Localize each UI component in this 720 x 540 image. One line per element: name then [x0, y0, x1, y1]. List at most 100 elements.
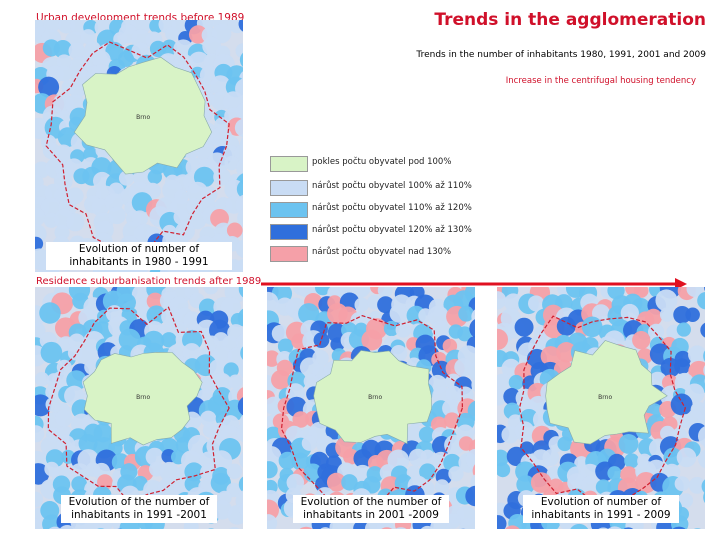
region	[395, 322, 412, 338]
region	[527, 295, 545, 312]
district-border	[518, 315, 686, 502]
region	[92, 50, 111, 69]
region	[226, 222, 243, 239]
region	[235, 333, 243, 352]
region	[542, 449, 560, 466]
region	[556, 342, 577, 363]
region	[223, 362, 239, 378]
region	[59, 525, 75, 529]
region	[467, 361, 475, 381]
region	[404, 425, 423, 444]
region	[624, 453, 640, 469]
region	[465, 448, 475, 470]
map-caption: Evolution of number of inhabitants in 19…	[46, 242, 232, 270]
region	[211, 450, 233, 472]
map-caption: Evolution of the number of inhabitants i…	[61, 495, 217, 523]
region	[702, 399, 705, 411]
region	[674, 476, 690, 492]
region	[200, 410, 217, 427]
region	[43, 20, 62, 32]
region	[362, 476, 381, 494]
region	[118, 51, 134, 67]
region	[514, 421, 535, 442]
region	[35, 425, 45, 443]
region	[292, 411, 309, 428]
region	[700, 322, 705, 338]
region	[147, 169, 163, 185]
region	[442, 338, 458, 354]
city-label: Brno	[368, 394, 382, 401]
region	[278, 451, 297, 470]
region	[234, 118, 243, 137]
region	[237, 308, 243, 327]
region	[703, 365, 705, 376]
region	[472, 464, 475, 478]
region	[381, 527, 393, 529]
region	[220, 297, 242, 318]
region	[80, 29, 96, 45]
region	[557, 436, 572, 452]
region	[118, 328, 141, 351]
region	[239, 452, 243, 468]
region	[236, 422, 243, 443]
region	[66, 213, 85, 232]
region	[623, 527, 634, 529]
region	[703, 491, 705, 504]
region	[618, 433, 639, 454]
district-border	[280, 315, 464, 509]
region	[161, 39, 178, 56]
region	[145, 447, 164, 466]
region	[497, 328, 509, 350]
region	[228, 374, 243, 389]
region	[514, 317, 534, 337]
map: Brno	[35, 287, 243, 529]
region	[35, 207, 46, 227]
region	[469, 319, 475, 338]
region	[434, 479, 450, 494]
region	[694, 528, 701, 529]
region	[78, 434, 98, 454]
region	[647, 323, 665, 340]
region	[69, 81, 87, 98]
region	[607, 526, 622, 529]
region	[581, 316, 603, 338]
region	[299, 526, 313, 529]
region	[235, 239, 243, 258]
region	[567, 473, 587, 493]
region	[267, 350, 281, 367]
region	[632, 331, 651, 350]
region	[431, 360, 451, 380]
map-caption: Evolution of number of inhabitants in 19…	[523, 495, 679, 523]
region	[444, 434, 465, 456]
region	[238, 287, 243, 298]
region	[229, 526, 240, 529]
region	[291, 452, 310, 471]
legend-label: nárůst počtu obyvatel 100% až 110%	[312, 181, 472, 191]
region	[673, 305, 691, 324]
region	[210, 75, 231, 96]
region	[186, 198, 203, 214]
region	[238, 20, 243, 32]
region	[39, 302, 61, 324]
region	[161, 306, 182, 327]
legend-label: nárůst počtu obyvatel 120% až 130%	[312, 225, 472, 235]
region	[54, 409, 73, 427]
region	[688, 477, 705, 494]
legend-label: nárůst počtu obyvatel nad 130%	[312, 247, 452, 257]
legend-label: nárůst počtu obyvatel 110% až 120%	[312, 203, 472, 213]
region	[241, 231, 243, 240]
legend-swatch	[270, 202, 308, 218]
region	[66, 370, 87, 391]
region	[595, 479, 611, 495]
region	[203, 287, 219, 295]
region	[267, 291, 279, 313]
region	[298, 303, 320, 325]
region	[701, 479, 705, 494]
region	[56, 65, 73, 82]
region	[698, 449, 705, 469]
note: Increase in the centrifugal housing tend…	[505, 76, 696, 86]
region	[670, 393, 693, 416]
region	[395, 527, 407, 529]
region	[35, 236, 44, 251]
region	[165, 26, 180, 41]
